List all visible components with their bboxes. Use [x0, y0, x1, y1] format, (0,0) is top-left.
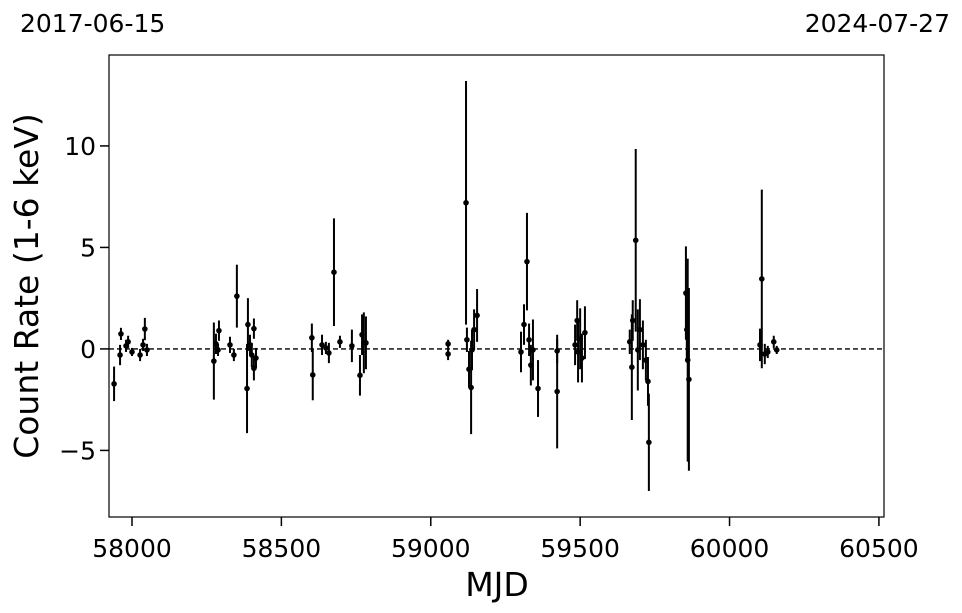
data-point — [111, 381, 117, 387]
data-point — [757, 342, 763, 348]
data-point — [579, 355, 585, 361]
end-date: 2024-07-27 — [805, 9, 950, 38]
data-point — [253, 355, 259, 361]
x-axis-label: MJD — [465, 565, 529, 604]
data-point — [140, 342, 146, 348]
data-point — [463, 199, 469, 206]
x-tick-label: 58500 — [242, 534, 322, 563]
start-date: 2017-06-15 — [20, 9, 165, 38]
data-point — [518, 349, 524, 355]
data-point — [686, 376, 692, 383]
data-point — [445, 341, 451, 347]
data-point — [759, 276, 765, 282]
plot-frame — [108, 54, 885, 518]
data-point — [582, 329, 588, 336]
data-point — [215, 347, 221, 353]
data-point — [445, 351, 451, 357]
data-point — [474, 312, 480, 319]
data-point — [572, 342, 578, 348]
data-point — [211, 358, 217, 364]
x-tick-label: 58000 — [92, 534, 172, 563]
data-point — [349, 343, 355, 349]
data-point — [535, 385, 541, 392]
data-point — [118, 331, 124, 337]
data-point — [357, 372, 363, 379]
data-point — [323, 345, 329, 351]
data-point — [645, 378, 651, 385]
y-tick-label: 10 — [64, 132, 96, 161]
data-point — [216, 327, 222, 334]
data-point — [227, 342, 233, 348]
data-point — [251, 325, 257, 332]
x-tick-label: 60500 — [839, 534, 919, 563]
data-point — [554, 388, 560, 395]
data-point — [125, 339, 131, 345]
data-point — [632, 237, 639, 244]
data-point — [637, 326, 643, 333]
data-point — [646, 439, 652, 446]
data-point — [129, 349, 135, 355]
data-point — [464, 336, 470, 343]
y-tick-label: 5 — [80, 233, 96, 262]
data-point — [326, 350, 332, 356]
x-tick-label: 60000 — [690, 534, 770, 563]
data-point — [521, 321, 527, 328]
data-point — [144, 347, 150, 353]
data-point — [471, 326, 477, 333]
data-point — [309, 372, 316, 378]
data-point — [245, 321, 251, 328]
y-tick-label: 0 — [80, 335, 96, 364]
data-point — [231, 352, 237, 358]
data-point — [526, 336, 532, 343]
data-point — [629, 317, 636, 324]
data-point — [468, 384, 474, 391]
data-point — [524, 258, 530, 265]
data-point — [244, 385, 250, 392]
data-point — [309, 334, 315, 341]
data-point — [137, 352, 143, 358]
data-point — [331, 269, 337, 275]
data-point — [117, 352, 123, 358]
data-point — [142, 326, 148, 332]
data-point — [363, 340, 369, 346]
data-point — [773, 347, 780, 353]
x-tick-label: 59000 — [391, 534, 471, 563]
x-tick-label: 59500 — [540, 534, 620, 563]
y-tick-label: −5 — [59, 436, 96, 465]
data-point — [640, 342, 646, 348]
data-point — [530, 347, 536, 353]
data-point — [770, 339, 777, 345]
data-point — [234, 293, 240, 299]
data-point — [337, 339, 343, 345]
data-point — [764, 349, 771, 355]
data-point — [629, 364, 635, 370]
y-axis-label: Count Rate (1-6 keV) — [7, 113, 46, 459]
data-point — [319, 342, 325, 348]
